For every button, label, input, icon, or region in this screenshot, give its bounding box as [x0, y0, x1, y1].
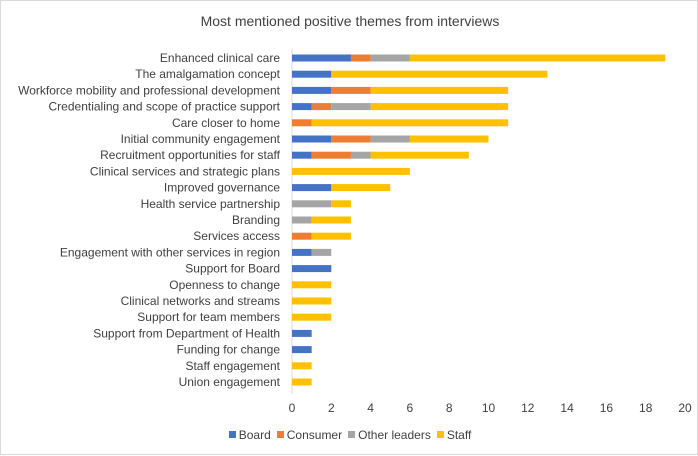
bar-segment-staff [331, 200, 351, 208]
bar-segment-board [292, 70, 332, 78]
chart-legend: Board Consumer Other leaders Staff [1, 427, 698, 442]
x-tick-label: 18 [639, 401, 653, 415]
bar-segment-staff [292, 378, 312, 386]
legend-item: Staff [436, 427, 472, 442]
bar-segment-staff [370, 103, 509, 111]
x-tick-label: 0 [289, 401, 296, 415]
category-label: Staff engagement [185, 359, 280, 373]
category-label: Workforce mobility and professional deve… [18, 83, 281, 97]
legend-swatch [276, 431, 284, 438]
bar-segment-other-leaders [370, 54, 410, 62]
bar-segment-staff [331, 70, 548, 78]
bar-segment-staff [311, 232, 351, 240]
category-label: Engagement with other services in region [60, 245, 280, 259]
category-label: The amalgamation concept [135, 67, 280, 81]
legend-label: Consumer [286, 427, 343, 442]
category-label: Services access [193, 229, 280, 243]
bar-segment-consumer [311, 103, 332, 111]
x-tick-label: 8 [446, 401, 453, 415]
bar-segment-consumer [350, 54, 371, 62]
bar-segment-staff [292, 362, 312, 370]
category-label: Initial community engagement [121, 132, 281, 146]
bar-segment-board [292, 329, 312, 337]
legend-item: Other leaders [348, 428, 431, 442]
bar-segment-board [292, 86, 332, 94]
bar-segment-other-leaders [311, 248, 332, 256]
bar-segment-staff [292, 297, 332, 305]
x-tick-label: 10 [482, 401, 496, 415]
bar-segment-other-leaders [350, 151, 371, 159]
legend-item: Consumer [276, 427, 343, 442]
legend-swatch [436, 431, 444, 438]
bar-segment-other-leaders [292, 200, 332, 208]
bar-segment-staff [311, 119, 509, 127]
bar-segment-staff [409, 54, 666, 62]
x-tick-label: 12 [521, 401, 535, 415]
category-label: Support from Department of Health [93, 326, 280, 340]
bar-segment-consumer [331, 135, 371, 143]
bar-segment-staff [409, 135, 489, 143]
x-tick-label: 2 [328, 401, 335, 415]
category-label: Support for Board [185, 262, 280, 276]
bar-segment-consumer [292, 119, 312, 127]
x-tick-label: 4 [367, 401, 374, 415]
category-label: Enhanced clinical care [160, 51, 280, 65]
x-tick-label: 20 [678, 401, 692, 415]
bar-segment-board [292, 103, 312, 111]
bar-segment-board [292, 346, 312, 354]
bar-segment-other-leaders [370, 135, 410, 143]
bar-segment-other-leaders [292, 216, 312, 224]
chart-title: Most mentioned positive themes from inte… [200, 13, 500, 29]
bar-segment-consumer [311, 151, 351, 159]
bar-segment-staff [311, 216, 351, 224]
category-label: Support for team members [137, 310, 280, 324]
x-tick-label: 6 [407, 401, 414, 415]
category-label: Openness to change [169, 278, 280, 292]
legend-swatch [348, 431, 356, 438]
bar-segment-staff [292, 281, 332, 289]
legend-label: Staff [446, 427, 472, 442]
bar-segment-board [292, 151, 312, 159]
category-label: Clinical networks and streams [121, 294, 280, 308]
category-label: Improved governance [164, 181, 280, 195]
bar-segment-consumer [331, 86, 371, 94]
bar-segment-staff [292, 313, 332, 321]
category-label: Credentialing and scope of practice supp… [49, 100, 281, 114]
legend-label: Other leaders [358, 427, 431, 442]
bar-segment-staff [370, 151, 469, 159]
bar-segment-board [292, 184, 332, 192]
bar-segment-staff [331, 184, 391, 192]
category-label: Health service partnership [141, 197, 281, 211]
bar-segment-board [292, 135, 332, 143]
bar-segment-staff [292, 167, 410, 175]
legend-item: Board [228, 427, 271, 442]
category-label: Clinical services and strategic plans [90, 164, 280, 178]
bar-segment-consumer [292, 232, 312, 240]
legend-swatch [228, 431, 236, 438]
category-label: Funding for change [177, 343, 281, 357]
bar-segment-other-leaders [331, 103, 371, 111]
category-label: Union engagement [179, 375, 281, 389]
category-label: Branding [232, 213, 280, 227]
x-tick-label: 14 [560, 401, 574, 415]
bar-segment-staff [370, 86, 509, 94]
bar-segment-board [292, 54, 351, 62]
bar-segment-board [292, 265, 332, 273]
legend-label: Board [238, 427, 271, 442]
category-label: Recruitment opportunities for staff [100, 148, 281, 162]
bar-segment-board [292, 248, 312, 256]
x-tick-label: 16 [600, 401, 614, 415]
category-label: Care closer to home [172, 116, 280, 130]
